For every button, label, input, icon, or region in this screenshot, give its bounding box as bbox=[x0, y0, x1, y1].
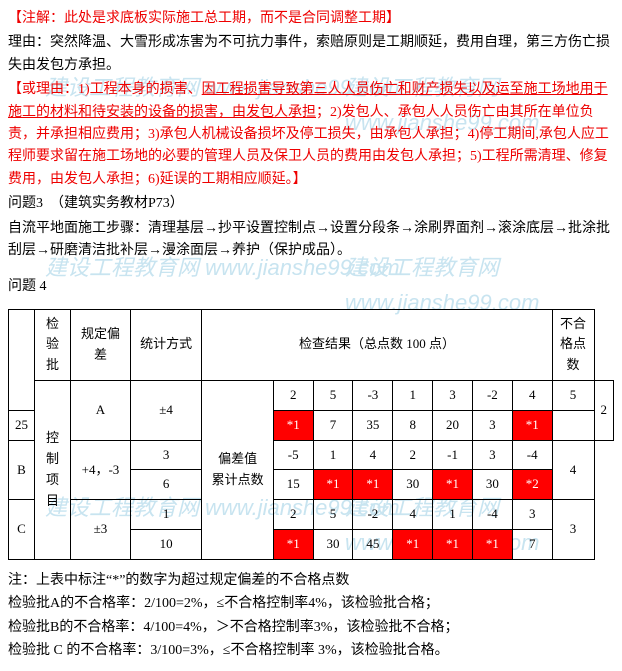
cell: 45 bbox=[353, 530, 393, 560]
inspection-table: 检验批 规定偏差 统计方式 检查结果（总点数 100 点） 不合格点数 控制项目… bbox=[8, 309, 614, 560]
cell: 7 bbox=[313, 410, 353, 440]
fail-cell: *1 bbox=[393, 530, 433, 560]
cell: 30 bbox=[313, 530, 353, 560]
table-header-row: 检验批 规定偏差 统计方式 检查结果（总点数 100 点） 不合格点数 bbox=[9, 309, 614, 380]
fail-cell: *1 bbox=[313, 470, 353, 500]
cell: 1 bbox=[130, 500, 201, 530]
fail-cell: *1 bbox=[273, 410, 313, 440]
cell: -1 bbox=[433, 440, 473, 470]
table-row: C ±3 1 2 5 -2 4 1 -4 3 3 bbox=[9, 500, 614, 530]
cell: 2 bbox=[273, 500, 313, 530]
footnote: 检验批 C 的不合格率：3/100=3%，≤不合格控制率 3%，该检验批合格。 bbox=[8, 640, 614, 662]
cell: 3 bbox=[130, 440, 201, 470]
cell: 4 bbox=[512, 381, 552, 411]
cell: 3 bbox=[472, 440, 512, 470]
cell: 5 bbox=[313, 381, 353, 411]
footnote: 检验批A的不合格率：2/100=2%，≤不合格控制率4%，该检验批合格； bbox=[8, 593, 614, 615]
fail-cell: *1 bbox=[433, 470, 473, 500]
cell: 30 bbox=[393, 470, 433, 500]
fail-cell: *1 bbox=[353, 470, 393, 500]
alt-reason-paragraph: 【或理由：1)工程本身的损害、因工程损害导致第三人人员伤亡和财产损失以及运至施工… bbox=[8, 79, 614, 191]
control-item-label: 控制项目 bbox=[35, 381, 71, 560]
question-3-title: 问题3 （建筑实务教材P73） bbox=[8, 193, 614, 215]
cell: -4 bbox=[472, 500, 512, 530]
cell: 1 bbox=[433, 500, 473, 530]
cell: ±3 bbox=[71, 500, 131, 560]
cell: 2 bbox=[393, 440, 433, 470]
cell: 25 bbox=[9, 410, 35, 440]
col-nok: 不合格点数 bbox=[552, 309, 594, 380]
cell: 1 bbox=[393, 381, 433, 411]
cell: 7 bbox=[512, 530, 552, 560]
cell: 5 bbox=[313, 500, 353, 530]
cell: ±4 bbox=[130, 381, 201, 441]
cell: -2 bbox=[353, 500, 393, 530]
footnote: 检验批B的不合格率：4/100=4%，＞不合格控制率3%，该检验批不合格； bbox=[8, 617, 614, 639]
cell: 6 bbox=[130, 470, 201, 500]
cell: 2 bbox=[594, 381, 614, 441]
fail-cell: *1 bbox=[512, 410, 552, 440]
cell: 3 bbox=[472, 410, 512, 440]
cell: -4 bbox=[512, 440, 552, 470]
cell: 4 bbox=[552, 440, 594, 500]
cell: 5 bbox=[552, 381, 594, 411]
cell: -3 bbox=[353, 381, 393, 411]
fail-cell: *2 bbox=[512, 470, 552, 500]
cell: 10 bbox=[130, 530, 201, 560]
cell: 3 bbox=[433, 381, 473, 411]
stat-label-cell: 偏差值累计点数 bbox=[202, 381, 273, 560]
fail-cell: *1 bbox=[472, 530, 512, 560]
cell: 2 bbox=[273, 381, 313, 411]
cell: 20 bbox=[433, 410, 473, 440]
cell: +4，-3 bbox=[71, 440, 131, 500]
footnote: 注：上表中标注“*”的数字为超过规定偏差的不合格点数 bbox=[8, 570, 614, 592]
cell: 4 bbox=[353, 440, 393, 470]
fail-cell: *1 bbox=[433, 530, 473, 560]
note-annotation: 【注解：此处是求底板实际施工总工期，而不是合同调整工期】 bbox=[8, 8, 614, 30]
cell: 8 bbox=[393, 410, 433, 440]
cell: 35 bbox=[353, 410, 393, 440]
cell: -5 bbox=[273, 440, 313, 470]
cell: 1 bbox=[313, 440, 353, 470]
col-stat: 统计方式 bbox=[130, 309, 201, 380]
table-row: 控制项目 A ±4 偏差值累计点数 2 5 -3 1 3 -2 4 5 2 bbox=[9, 381, 614, 411]
reason-paragraph: 理由：突然降温、大雪形成冻害为不可抗力事件，索赔原则是工期顺延，费用自理，第三方… bbox=[8, 32, 614, 77]
cell: 3 bbox=[552, 500, 594, 560]
cell: C bbox=[9, 500, 35, 560]
table-row: B +4，-3 3 -5 1 4 2 -1 3 -4 4 bbox=[9, 440, 614, 470]
cell: -2 bbox=[472, 381, 512, 411]
cell: 3 bbox=[512, 500, 552, 530]
col-batch: 检验批 bbox=[35, 309, 71, 380]
cell: A bbox=[71, 381, 131, 441]
cell: 15 bbox=[273, 470, 313, 500]
cell: 30 bbox=[472, 470, 512, 500]
col-deviation: 规定偏差 bbox=[71, 309, 131, 380]
question-4-title: 问题 4 bbox=[8, 276, 614, 298]
cell: B bbox=[9, 440, 35, 500]
cell: 4 bbox=[393, 500, 433, 530]
col-result: 检查结果（总点数 100 点） bbox=[202, 309, 552, 380]
question-3-body: 自流平地面施工步骤：清理基层→抄平设置控制点→设置分段条→涂刷界面剂→滚涂底层→… bbox=[8, 218, 614, 263]
fail-cell: *1 bbox=[273, 530, 313, 560]
